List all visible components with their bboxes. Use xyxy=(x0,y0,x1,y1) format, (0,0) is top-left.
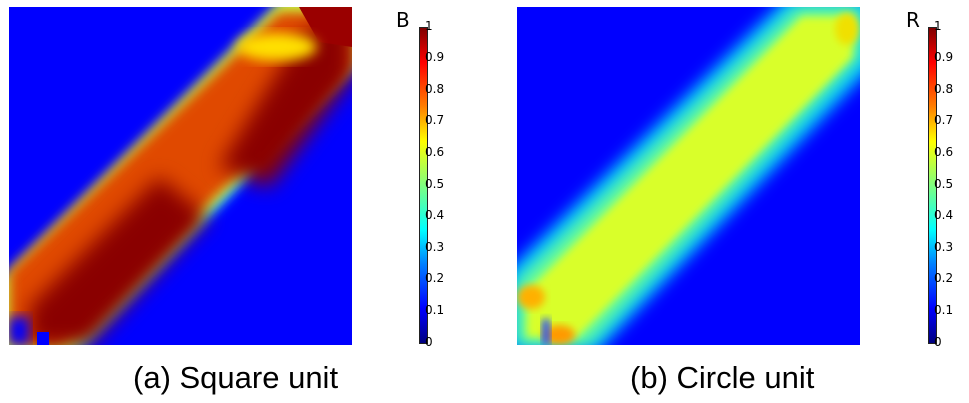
tick-label: 0.1 xyxy=(425,303,445,317)
colorbar-gradient xyxy=(928,27,937,344)
heatmap-square-unit xyxy=(9,7,352,345)
heatmap-circle-unit xyxy=(517,7,860,345)
tick-label: 0.4 xyxy=(934,208,954,222)
heatmap-circle-svg xyxy=(517,7,860,345)
tick-label: 0.2 xyxy=(934,271,954,285)
colorbar-label: B xyxy=(396,8,410,32)
heatmap-square-svg xyxy=(9,7,352,345)
tick-label: 0.3 xyxy=(425,240,445,254)
tick-label: 0.9 xyxy=(934,50,954,64)
colorbar-gradient xyxy=(419,27,428,344)
tick-label: 0.7 xyxy=(425,113,445,127)
caption-circle-unit: (b) Circle unit xyxy=(630,360,815,395)
tick-label: 1 xyxy=(425,19,433,33)
tick-label: 0.3 xyxy=(934,240,954,254)
tick-label: 0.6 xyxy=(934,145,954,159)
tick-label: 0 xyxy=(934,335,942,349)
tick-label: 0.8 xyxy=(425,82,445,96)
caption-square-unit: (a) Square unit xyxy=(133,360,339,395)
tick-label: 1 xyxy=(934,19,942,33)
tick-label: 0.5 xyxy=(425,177,445,191)
tick-label: 0.4 xyxy=(425,208,445,222)
tick-label: 0.7 xyxy=(934,113,954,127)
tick-label: 0.2 xyxy=(425,271,445,285)
tick-label: 0.1 xyxy=(934,303,954,317)
tick-label: 0.9 xyxy=(425,50,445,64)
tick-label: 0.6 xyxy=(425,145,445,159)
tick-label: 0.8 xyxy=(934,82,954,96)
colorbar-label: R xyxy=(906,8,920,32)
tick-label: 0 xyxy=(425,335,433,349)
tick-label: 0.5 xyxy=(934,177,954,191)
